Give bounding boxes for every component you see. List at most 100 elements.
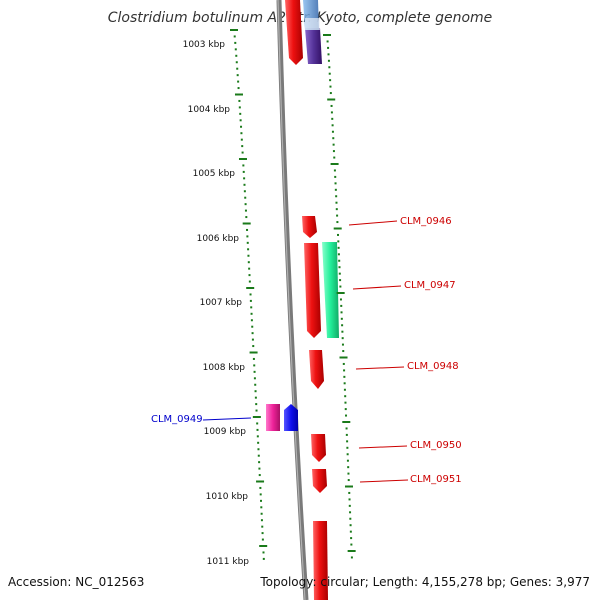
minor-tick — [327, 46, 330, 49]
minor-tick — [257, 448, 260, 451]
minor-tick — [332, 137, 335, 140]
minor-tick — [344, 395, 347, 398]
gene-leaders — [202, 220, 409, 483]
major-tick — [252, 416, 261, 418]
accession-text: Accession: NC_012563 — [8, 575, 145, 589]
gene-label-clm-0946[interactable]: CLM_0946 — [400, 216, 452, 227]
tick-label: 1005 kbp — [193, 169, 236, 179]
gene-feature-clm-0949[interactable] — [284, 404, 298, 431]
gene-label-clm-0950[interactable]: CLM_0950 — [410, 440, 462, 451]
minor-tick — [350, 556, 353, 559]
left-tick-track — [230, 29, 268, 560]
top-purple-feature — [305, 28, 322, 64]
green-feature — [322, 242, 339, 338]
minor-tick — [337, 233, 340, 236]
magenta-feature — [266, 404, 280, 431]
tick-label: 1006 kbp — [197, 234, 240, 244]
minor-tick — [259, 486, 262, 489]
tick-label: 1010 kbp — [206, 492, 249, 502]
gene-feature-clm-0950[interactable] — [311, 434, 326, 462]
minor-tick — [332, 150, 335, 153]
minor-tick — [349, 530, 352, 533]
minor-tick — [251, 325, 254, 328]
minor-tick — [246, 241, 249, 244]
gene-feature-clm-0947[interactable] — [304, 243, 321, 338]
minor-tick — [334, 175, 337, 178]
minor-tick — [258, 474, 261, 477]
minor-tick — [333, 169, 336, 172]
minor-tick — [244, 209, 247, 212]
minor-tick — [240, 125, 243, 128]
minor-tick — [347, 479, 350, 482]
minor-tick — [346, 446, 349, 449]
minor-tick — [337, 253, 340, 256]
minor-tick — [340, 311, 343, 314]
minor-tick — [344, 401, 347, 404]
minor-tick — [328, 66, 331, 69]
minor-tick — [348, 491, 351, 494]
minor-tick — [243, 183, 246, 186]
minor-tick — [343, 375, 346, 378]
minor-tick — [337, 240, 340, 243]
major-tick — [344, 485, 353, 488]
minor-tick — [341, 330, 344, 333]
gene-label-clm-0947[interactable]: CLM_0947 — [404, 280, 456, 291]
minor-tick — [338, 266, 341, 269]
tick-label: 1007 kbp — [200, 298, 243, 308]
minor-tick — [250, 319, 253, 322]
major-tick — [238, 158, 247, 160]
gene-label-clm-0948[interactable]: CLM_0948 — [407, 361, 459, 372]
minor-tick — [333, 156, 336, 159]
minor-tick — [243, 177, 246, 180]
minor-tick — [336, 214, 339, 217]
minor-tick — [253, 370, 256, 373]
minor-tick — [335, 201, 338, 204]
minor-tick — [347, 472, 350, 475]
minor-tick — [248, 280, 251, 283]
minor-tick — [254, 390, 257, 393]
minor-tick — [233, 35, 236, 38]
minor-tick — [340, 317, 343, 320]
genome-summary-text: Topology: circular; Length: 4,155,278 bp… — [260, 575, 590, 589]
minor-tick — [240, 138, 243, 141]
major-tick — [347, 550, 356, 552]
minor-tick — [251, 332, 254, 335]
minor-tick — [251, 338, 254, 341]
minor-tick — [236, 74, 239, 77]
minor-tick — [337, 246, 340, 249]
top-red-feature — [285, 0, 303, 65]
minor-tick — [239, 119, 242, 122]
minor-tick — [238, 99, 241, 102]
minor-tick — [329, 85, 332, 88]
minor-tick — [260, 512, 263, 515]
minor-tick — [244, 196, 247, 199]
major-tick — [246, 287, 255, 289]
minor-tick — [255, 409, 258, 412]
minor-tick — [236, 67, 239, 70]
minor-tick — [346, 459, 349, 462]
minor-tick — [254, 396, 257, 399]
minor-tick — [349, 517, 352, 520]
major-tick — [330, 163, 339, 165]
minor-tick — [262, 551, 265, 554]
tick-label: 1008 kbp — [203, 363, 246, 373]
minor-tick — [259, 499, 262, 502]
minor-tick — [250, 312, 253, 315]
minor-tick — [349, 524, 352, 527]
minor-tick — [248, 274, 251, 277]
minor-tick — [340, 304, 343, 307]
minor-tick — [250, 306, 253, 309]
gene-label-clm-0949[interactable]: CLM_0949 — [151, 414, 203, 425]
gene-feature-clm-0946[interactable] — [302, 216, 317, 238]
major-tick — [242, 222, 251, 225]
bottom-red-feature — [313, 521, 328, 600]
minor-tick — [256, 435, 259, 438]
minor-tick — [238, 106, 241, 109]
gene-label-clm-0951[interactable]: CLM_0951 — [410, 474, 462, 485]
gene-feature-clm-0948[interactable] — [309, 350, 324, 389]
minor-tick — [331, 124, 334, 127]
minor-tick — [335, 208, 338, 211]
minor-tick — [341, 324, 344, 327]
gene-feature-clm-0951[interactable] — [312, 469, 327, 493]
minor-tick — [245, 216, 248, 219]
